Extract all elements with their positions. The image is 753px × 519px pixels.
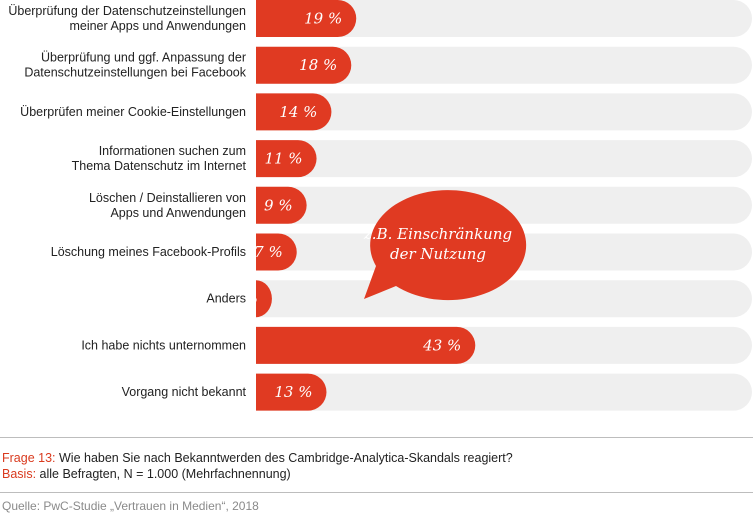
category-label: Überprüfung und ggf. Anpassung der xyxy=(41,51,246,65)
category-label: Ich habe nichts unternommen xyxy=(81,338,246,352)
value-label: 14 % xyxy=(279,103,317,121)
bar xyxy=(256,280,272,318)
category-label: Überprüfen meiner Cookie-Einstellungen xyxy=(20,105,246,119)
callout-bubble: z.B. Einschränkung der Nutzung xyxy=(363,190,527,301)
category-label: meiner Apps und Anwendungen xyxy=(69,19,246,33)
category-label: Apps und Anwendungen xyxy=(110,206,246,220)
bar-chart: 19 % Überprüfung der Datenschutzeinstellu… xyxy=(8,0,753,411)
bar-track xyxy=(256,46,753,84)
value-label: 11 % xyxy=(264,150,302,168)
category-label: Löschen / Deinstallieren von xyxy=(89,191,246,205)
question-text: Wie haben Sie nach Bekanntwerden des Cam… xyxy=(55,451,513,465)
value-label: 19 % xyxy=(304,10,342,28)
value-label: 9 % xyxy=(264,196,293,214)
bar xyxy=(256,140,317,178)
category-label: Informationen suchen zum xyxy=(99,144,246,158)
value-label: 43 % xyxy=(422,336,461,354)
category-label: Überprüfung der Datenschutzeinstellungen xyxy=(8,4,246,18)
footer-divider-bottom xyxy=(0,492,753,493)
category-label: Thema Datenschutz im Internet xyxy=(72,159,247,173)
category-label: Löschung meines Facebook-Profils xyxy=(51,245,246,259)
bar xyxy=(256,46,352,84)
bar xyxy=(256,326,476,364)
category-label: Anders xyxy=(206,292,246,306)
source-note: Quelle: PwC-Studie „Vertrauen in Medien“… xyxy=(2,499,259,513)
basis-key: Basis: xyxy=(2,467,37,481)
callout-line: z.B. Einschränkung xyxy=(363,225,512,243)
value-label: 7 % xyxy=(254,243,283,261)
basis-text: alle Befragten, N = 1.000 (Mehrfachnennu… xyxy=(36,467,291,481)
bar xyxy=(256,93,332,131)
question-key: Frage 13: xyxy=(2,451,56,465)
footer: Frage 13: Wie haben Sie nach Bekanntwerd… xyxy=(0,437,753,519)
callout-text: z.B. Einschränkung der Nutzung xyxy=(363,225,512,263)
value-label: 13 % xyxy=(274,383,312,401)
value-label: 2 % xyxy=(228,290,258,308)
bar-track xyxy=(256,140,753,178)
category-label: Datenschutzeinstellungen bei Facebook xyxy=(24,66,246,80)
callout-line: der Nutzung xyxy=(390,245,486,263)
category-label: Vorgang nicht bekannt xyxy=(122,385,247,399)
bar-track xyxy=(256,0,753,37)
basis-line: Basis: alle Befragten, N = 1.000 (Mehrfa… xyxy=(2,467,291,481)
callout-shape xyxy=(364,190,527,301)
bar-track xyxy=(256,280,753,318)
bar-track xyxy=(256,373,753,411)
value-label: 18 % xyxy=(299,56,337,74)
question-line: Frage 13: Wie haben Sie nach Bekanntwerd… xyxy=(2,451,513,465)
bar-track xyxy=(256,93,752,131)
bar xyxy=(256,0,357,37)
bar xyxy=(256,373,327,411)
bar xyxy=(256,233,297,271)
bar-track xyxy=(256,186,753,224)
chart-rows: 19 % Überprüfung der Datenschutzeinstellu… xyxy=(8,0,753,411)
footer-divider-top xyxy=(0,437,753,438)
bar xyxy=(256,186,307,224)
